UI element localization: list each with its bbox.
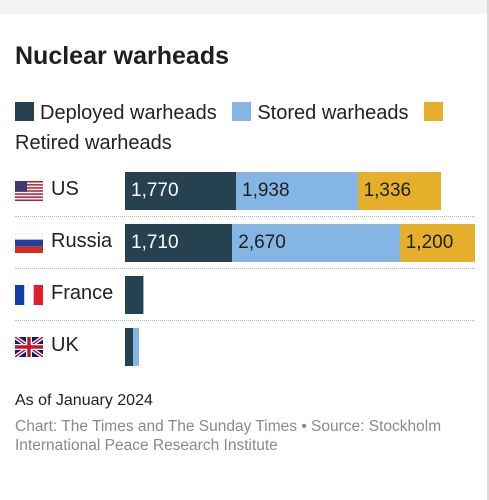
row-divider bbox=[15, 216, 475, 217]
legend-swatch-deployed bbox=[15, 102, 34, 121]
bar-france-stored bbox=[142, 276, 144, 314]
uk-flag-icon bbox=[15, 337, 43, 357]
bar-russia-retired: 1,200 bbox=[399, 224, 475, 262]
country-label-us: US bbox=[51, 178, 79, 200]
row-divider bbox=[15, 320, 475, 321]
bar-us-deployed: 1,770 bbox=[125, 172, 237, 210]
bar-france bbox=[125, 276, 475, 314]
bar-uk-stored bbox=[132, 328, 140, 366]
country-label-russia: Russia bbox=[51, 230, 113, 252]
legend-label-retired: Retired warheads bbox=[15, 132, 172, 154]
legend: Deployed warheads Stored warheads Retire… bbox=[15, 98, 455, 158]
legend-swatch-stored bbox=[232, 102, 252, 121]
bar-russia-deployed-label: 1,710 bbox=[131, 232, 179, 253]
row-us: US 1,770 1,938 1,336 bbox=[15, 165, 475, 217]
source-credit: Chart: The Times and The Sunday Times • … bbox=[15, 418, 442, 454]
bar-russia-stored-label: 2,670 bbox=[238, 232, 286, 253]
row-divider bbox=[15, 268, 475, 269]
us-flag-icon bbox=[15, 181, 43, 201]
row-france: France bbox=[15, 269, 475, 321]
bar-us: 1,770 1,938 1,336 bbox=[125, 172, 475, 210]
bar-us-retired-label: 1,336 bbox=[363, 180, 412, 201]
france-flag-icon bbox=[15, 285, 43, 305]
bar-uk bbox=[125, 328, 475, 366]
bar-us-stored: 1,938 bbox=[236, 172, 358, 210]
bar-russia-deployed: 1,710 bbox=[125, 224, 233, 262]
bar-russia-retired-label: 1,200 bbox=[405, 232, 454, 253]
row-uk: UK bbox=[15, 321, 475, 373]
legend-item-retired: Retired warheads bbox=[15, 102, 449, 154]
chart-title: Nuclear warheads bbox=[15, 42, 229, 70]
russia-flag-icon bbox=[15, 233, 43, 253]
date-note: As of January 2024 bbox=[15, 392, 153, 409]
right-border bbox=[487, 0, 489, 500]
bar-france-deployed bbox=[125, 276, 143, 314]
legend-label-deployed: Deployed warheads bbox=[40, 102, 217, 124]
bar-us-retired: 1,336 bbox=[357, 172, 442, 210]
country-label-france: France bbox=[51, 282, 114, 304]
bar-russia-stored: 2,670 bbox=[232, 224, 400, 262]
legend-label-stored: Stored warheads bbox=[257, 102, 409, 124]
country-label-uk: UK bbox=[51, 334, 79, 356]
bar-us-stored-label: 1,938 bbox=[242, 180, 290, 201]
bar-russia: 1,710 2,670 1,200 bbox=[125, 224, 475, 262]
bar-us-deployed-label: 1,770 bbox=[131, 180, 179, 201]
legend-item-stored: Stored warheads bbox=[232, 102, 409, 124]
bar-uk-deployed bbox=[125, 328, 133, 366]
legend-item-deployed: Deployed warheads bbox=[15, 102, 217, 124]
legend-swatch-retired bbox=[424, 102, 444, 121]
top-strip bbox=[0, 0, 489, 14]
row-russia: Russia 1,710 2,670 1,200 bbox=[15, 217, 475, 269]
